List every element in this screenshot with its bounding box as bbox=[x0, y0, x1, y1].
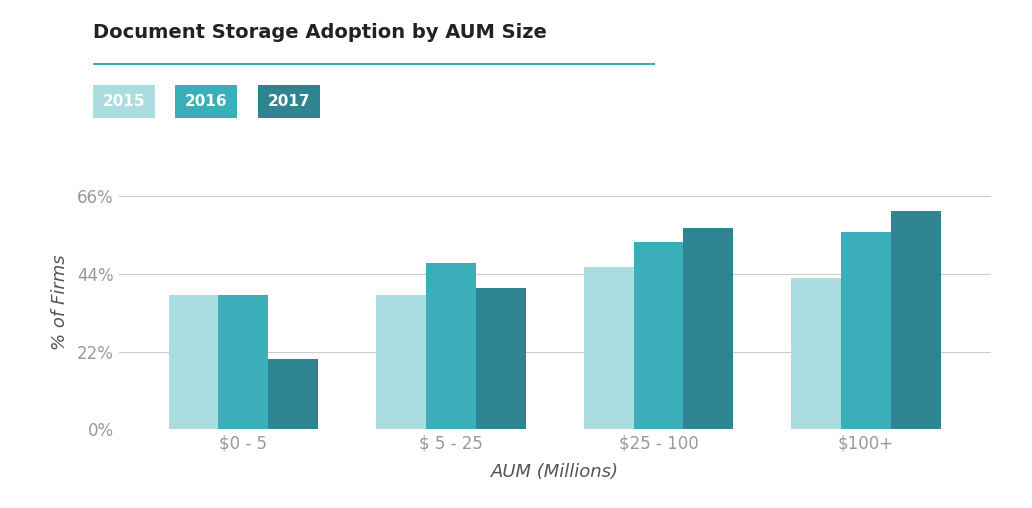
Bar bbox=[584, 267, 634, 429]
Bar bbox=[634, 242, 683, 429]
Bar bbox=[219, 295, 268, 429]
Bar bbox=[168, 295, 219, 429]
Bar bbox=[792, 277, 841, 429]
Bar bbox=[683, 228, 734, 429]
Text: Document Storage Adoption by AUM Size: Document Storage Adoption by AUM Size bbox=[93, 23, 547, 42]
Text: 2017: 2017 bbox=[267, 94, 311, 109]
X-axis label: AUM (Millions): AUM (Millions) bbox=[490, 463, 619, 481]
Bar bbox=[476, 288, 525, 429]
Text: 2015: 2015 bbox=[102, 94, 146, 109]
Bar bbox=[376, 295, 426, 429]
Bar bbox=[891, 210, 941, 429]
Bar bbox=[841, 232, 891, 429]
Bar bbox=[426, 264, 476, 429]
Text: 2016: 2016 bbox=[185, 94, 228, 109]
Y-axis label: % of Firms: % of Firms bbox=[51, 255, 68, 350]
Bar bbox=[268, 359, 318, 429]
